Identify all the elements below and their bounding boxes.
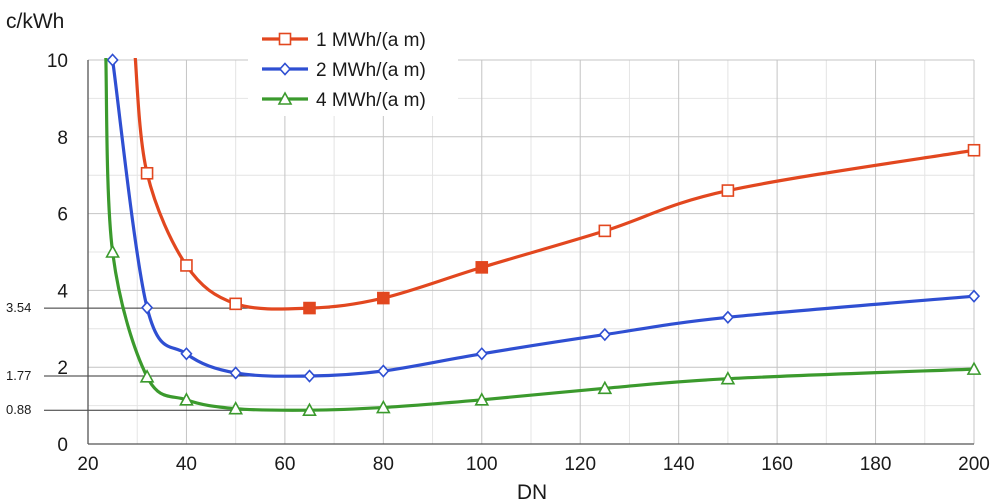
- axes: 20 40 60 80 100 120 140 160 180 200 0 2 4 6 8 10: [47, 51, 990, 475]
- diamond-marker: [180, 347, 193, 361]
- triangle-marker: [139, 369, 155, 383]
- diamond-marker: [475, 347, 488, 361]
- reference-label: 1.77: [6, 368, 31, 383]
- series-line: [104, 58, 974, 412]
- square-marker: [721, 184, 735, 197]
- series-1: [133, 58, 981, 315]
- x-tick-label: 180: [860, 454, 892, 475]
- y-tick-label: 4: [57, 281, 68, 302]
- reference-lines: 3.54 1.77 0.88: [6, 300, 330, 417]
- y-tick-label: 6: [57, 205, 68, 226]
- grid: [88, 59, 975, 444]
- x-axis-title: DN: [517, 481, 547, 502]
- x-tick-label: 120: [564, 454, 596, 475]
- x-tick-label: 200: [958, 454, 990, 475]
- legend-label: 2 MWh/(a m): [316, 60, 426, 81]
- diamond-marker: [377, 364, 390, 378]
- x-tick-label: 140: [663, 454, 695, 475]
- square-marker: [475, 261, 489, 274]
- series-3: [104, 58, 982, 417]
- triangle-marker: [375, 399, 391, 414]
- triangle-marker: [302, 402, 317, 417]
- x-tick-label: 160: [761, 454, 793, 475]
- square-marker: [140, 166, 154, 180]
- triangle-marker: [597, 380, 613, 395]
- y-tick-label: 8: [57, 128, 68, 149]
- legend-label: 1 MWh/(a m): [316, 30, 426, 51]
- y-tick-label: 0: [57, 435, 68, 456]
- diamond-marker: [106, 53, 119, 67]
- square-marker: [180, 259, 193, 272]
- square-marker: [967, 143, 981, 157]
- reference-label: 3.54: [6, 300, 31, 315]
- diamond-marker: [303, 369, 316, 383]
- x-tick-label: 100: [466, 454, 498, 475]
- diamond-marker: [598, 327, 611, 342]
- reference-label: 0.88: [6, 402, 31, 417]
- legend: 1 MWh/(a m) 2 MWh/(a m) 4 MWh/(a m): [248, 24, 458, 116]
- triangle-marker: [228, 401, 244, 415]
- legend-label: 4 MWh/(a m): [316, 90, 426, 111]
- square-marker: [377, 291, 390, 305]
- y-tick-label: 2: [57, 358, 68, 379]
- x-tick-label: 20: [77, 454, 98, 475]
- triangle-marker: [720, 371, 736, 385]
- y-tick-label: 10: [47, 51, 68, 72]
- triangle-marker: [179, 392, 194, 406]
- square-marker: [278, 32, 292, 46]
- triangle-marker: [277, 91, 293, 105]
- diamond-marker: [721, 310, 734, 324]
- square-marker: [229, 297, 242, 311]
- diamond-marker: [229, 366, 242, 380]
- diamond-marker: [140, 300, 154, 315]
- series-2: [106, 53, 981, 383]
- triangle-marker: [474, 392, 490, 406]
- x-tick-label: 40: [176, 454, 197, 475]
- triangle-marker: [966, 361, 982, 375]
- square-marker: [598, 224, 612, 238]
- diamond-marker: [278, 62, 292, 76]
- series-group: [104, 53, 982, 417]
- x-tick-label: 80: [373, 454, 394, 475]
- triangle-marker: [105, 244, 120, 258]
- y-axis-title: c/kWh: [6, 10, 64, 33]
- square-marker: [303, 301, 316, 315]
- diamond-marker: [967, 289, 981, 303]
- x-tick-label: 60: [274, 454, 295, 475]
